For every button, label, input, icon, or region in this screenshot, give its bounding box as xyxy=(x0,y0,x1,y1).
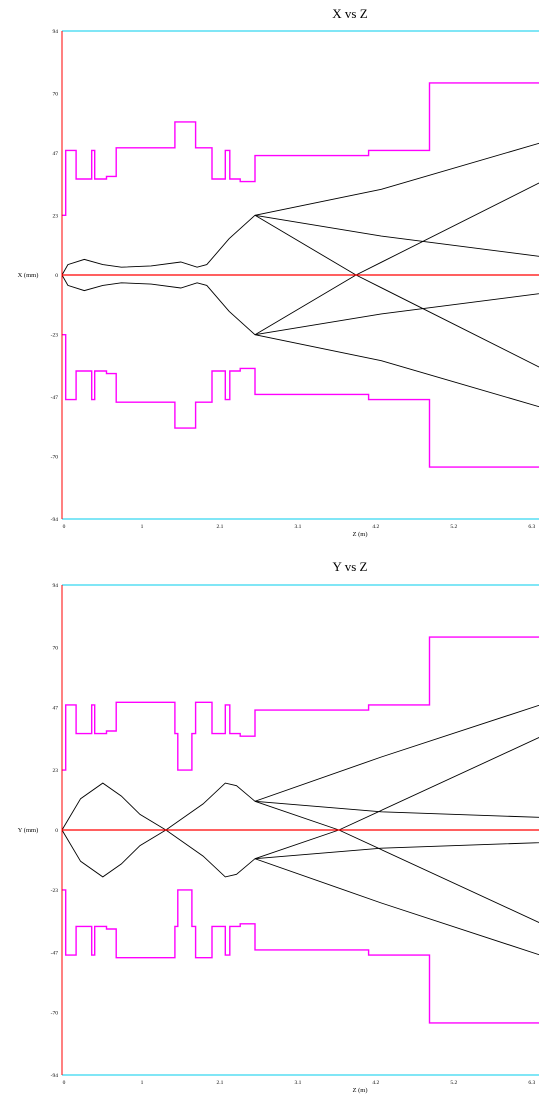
x-vs-z-plot: X vs Z 94 70 47 23 0 -23 -47 -70 -94 0 1 2.1 3.1 4.2 5.… xyxy=(18,6,539,538)
beam-trace-1 xyxy=(61,704,539,831)
x-tick-label: 4.2 xyxy=(372,1080,379,1086)
x-tick-label: 6.3 xyxy=(528,1080,535,1086)
y-axis-label: Y (mm) xyxy=(18,827,39,834)
x-tick-label: 1 xyxy=(141,524,144,530)
aperture-lower xyxy=(62,334,539,468)
y-tick-label: -47 xyxy=(51,951,59,957)
y-tick-label: -23 xyxy=(51,888,59,894)
beam-trace-3 xyxy=(254,800,539,818)
y-tick-label: 0 xyxy=(55,828,58,834)
beam-trace-5 xyxy=(254,800,539,923)
x-tick-label: 0 xyxy=(63,1080,66,1086)
y-tick-label: -94 xyxy=(51,1073,59,1079)
x-tick-label: 2.1 xyxy=(216,524,223,530)
y-tick-label: 47 xyxy=(53,151,59,157)
x-tick-label: 5.2 xyxy=(450,1080,457,1086)
chart-title: X vs Z xyxy=(332,6,367,21)
x-tick-label: 2.1 xyxy=(216,1080,223,1086)
x-axis-label: Z (m) xyxy=(353,531,368,538)
y-tick-label: -70 xyxy=(51,455,59,461)
y-tick-label: -70 xyxy=(51,1010,59,1016)
beam-trace-1 xyxy=(61,142,539,276)
y-tick-label: 0 xyxy=(55,273,58,279)
y-tick-label: 94 xyxy=(53,29,59,35)
y-tick-label: -94 xyxy=(51,517,59,523)
x-axis-label: Z (m) xyxy=(353,1087,368,1094)
beam-trace-3 xyxy=(254,214,539,257)
y-tick-label: 94 xyxy=(53,583,59,589)
beam-trace-4 xyxy=(254,293,539,336)
beam-trace-4 xyxy=(254,842,539,860)
beam-trace-5 xyxy=(254,214,539,368)
x-vs-z-chart: X vs Z 94 70 47 23 0 -23 -47 -70 -94 0 1 2.1 3.1 4.2 5.… xyxy=(0,0,539,545)
y-tick-label: 70 xyxy=(53,646,59,652)
x-tick-label: 3.1 xyxy=(294,1080,301,1086)
x-tick-label: 5.2 xyxy=(450,524,457,530)
y-tick-label: -23 xyxy=(51,333,59,339)
x-tick-label: 6.3 xyxy=(528,524,535,530)
beam-trace-6 xyxy=(254,182,539,336)
aperture-lower xyxy=(62,889,539,1024)
y-vs-z-chart: Y vs Z 94 70 47 23 0 -23 -47 -70 -94 0 1 2.1 3.1 4.2 5.… xyxy=(0,548,539,1095)
beam-trace-2 xyxy=(61,274,539,408)
beam-trace-2 xyxy=(61,829,539,956)
x-tick-label: 3.1 xyxy=(294,524,301,530)
y-tick-label: -47 xyxy=(51,395,59,401)
x-tick-label: 1 xyxy=(141,1080,144,1086)
x-tick-label: 0 xyxy=(63,524,66,530)
beam-trace-6 xyxy=(254,737,539,860)
chart-title: Y vs Z xyxy=(333,559,368,574)
y-vs-z-plot: Y vs Z 94 70 47 23 0 -23 -47 -70 -94 0 1 2.1 3.1 4.2 5.… xyxy=(18,559,539,1094)
y-axis-label: X (mm) xyxy=(18,272,39,279)
y-tick-label: 23 xyxy=(53,213,59,219)
aperture-upper xyxy=(62,82,539,217)
y-tick-label: 47 xyxy=(53,706,59,712)
x-tick-label: 4.2 xyxy=(372,524,379,530)
aperture-upper xyxy=(62,636,539,771)
y-tick-label: 23 xyxy=(53,768,59,774)
y-tick-label: 70 xyxy=(53,91,59,97)
